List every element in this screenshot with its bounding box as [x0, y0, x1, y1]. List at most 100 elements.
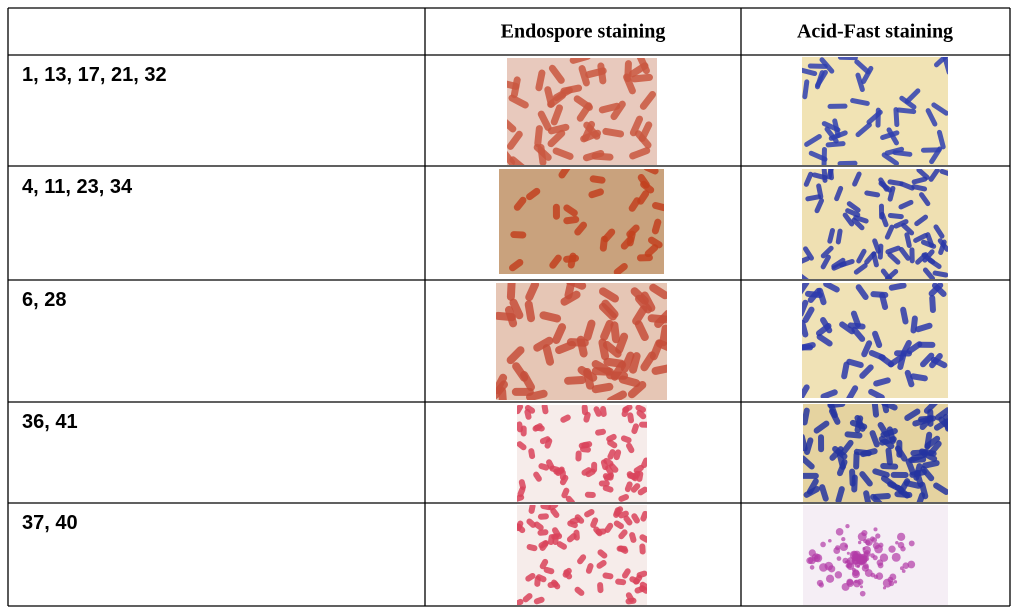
- cell: [879, 211, 889, 228]
- cell: [802, 67, 818, 77]
- cell: [862, 547, 866, 551]
- cells: [517, 505, 647, 605]
- cell: [651, 364, 667, 375]
- cell: [893, 107, 900, 128]
- cell: [878, 435, 895, 450]
- cell: [851, 570, 860, 579]
- cell: [802, 344, 814, 351]
- cell: [528, 505, 536, 514]
- cell: [524, 405, 536, 414]
- cell: [872, 468, 890, 478]
- cell: [816, 579, 824, 587]
- cell: [802, 319, 809, 338]
- cell: [566, 533, 577, 543]
- cell: [893, 580, 898, 584]
- cell: [604, 522, 614, 533]
- cell: [844, 431, 863, 439]
- cell: [525, 283, 540, 302]
- cell: [596, 560, 607, 569]
- cell: [853, 215, 869, 224]
- cell: [846, 201, 861, 213]
- cell: [853, 263, 868, 275]
- cell: [631, 423, 639, 435]
- cell: [616, 545, 628, 552]
- cell: [901, 222, 915, 236]
- cell: [583, 319, 596, 342]
- cell: [841, 536, 846, 542]
- cell: [509, 258, 524, 272]
- cell: [901, 569, 906, 573]
- cell: [644, 244, 659, 258]
- cell: [613, 449, 622, 461]
- cell: [552, 203, 560, 220]
- cell: [828, 565, 836, 573]
- cell: [841, 361, 850, 380]
- cell: [639, 581, 647, 591]
- cell: [569, 58, 592, 64]
- cell: [852, 171, 862, 187]
- cell: [821, 146, 827, 165]
- cell: [818, 434, 825, 453]
- cell: [884, 146, 905, 156]
- cell: [889, 573, 897, 581]
- cell: [583, 367, 595, 390]
- cells: [802, 169, 948, 279]
- cell: [915, 492, 926, 502]
- cell: [610, 321, 620, 344]
- cell: [598, 287, 620, 303]
- cell: [583, 121, 601, 140]
- cell: [640, 510, 647, 522]
- cell: [526, 543, 538, 552]
- cells: [802, 283, 948, 398]
- cell: [930, 356, 948, 369]
- cell: [598, 102, 621, 114]
- cell: [534, 125, 543, 148]
- cell: [916, 169, 930, 180]
- cell: [887, 179, 904, 187]
- cell: [814, 198, 825, 214]
- cell: [887, 212, 904, 220]
- cell: [851, 326, 866, 342]
- cell: [649, 283, 667, 300]
- cell: [636, 409, 647, 420]
- cell: [847, 322, 866, 330]
- cell: [518, 479, 527, 490]
- micrograph: [507, 58, 657, 165]
- cell: [879, 553, 889, 562]
- cell: [577, 554, 587, 565]
- cell: [602, 127, 625, 138]
- cell: [908, 540, 915, 547]
- cell: [506, 346, 525, 365]
- cell: [610, 360, 627, 381]
- cell: [628, 62, 649, 78]
- cell: [904, 408, 921, 421]
- cell: [591, 382, 614, 394]
- cell: [560, 84, 583, 95]
- cell: [517, 598, 524, 605]
- cell: [517, 523, 526, 534]
- cell: [859, 364, 874, 379]
- cell: [928, 169, 940, 182]
- cell: [517, 494, 525, 502]
- cell: [507, 115, 517, 133]
- cell: [880, 268, 893, 279]
- cell: [539, 311, 562, 323]
- cell: [834, 571, 843, 579]
- cell: [915, 322, 933, 333]
- cell: [806, 478, 819, 495]
- cell: [819, 484, 829, 502]
- cell: [823, 283, 840, 293]
- cell: [825, 141, 846, 148]
- cell: [606, 390, 627, 400]
- cell: [526, 389, 548, 400]
- cell: [635, 294, 653, 314]
- cell: [556, 541, 568, 550]
- cell: [824, 126, 839, 144]
- cell: [854, 59, 871, 75]
- cells: [517, 405, 647, 502]
- cell: [878, 180, 893, 193]
- cell: [561, 487, 570, 499]
- cell: [590, 517, 599, 528]
- cell: [804, 134, 822, 147]
- cells: [806, 523, 916, 597]
